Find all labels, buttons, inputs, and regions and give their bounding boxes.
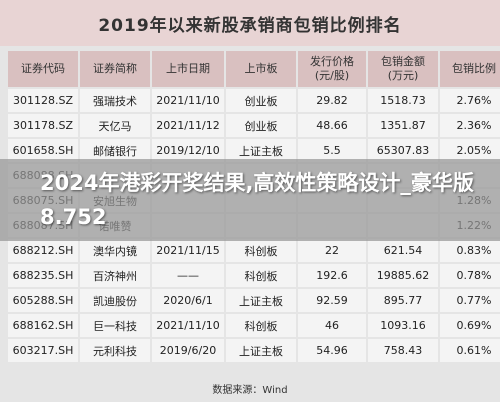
table-row: 301178.SZ 天亿马 2021/11/12 创业板 48.66 1351.87 2.3…	[8, 114, 500, 137]
table-cell: 758.43	[368, 339, 438, 362]
table-cell: 5.5	[298, 139, 366, 162]
column-header: 发行价格 (元/股)	[298, 51, 366, 87]
table-row: 688162.SH 巨一科技 2021/11/10 科创板 46 1093.16 0.69%	[8, 314, 500, 337]
table-cell: 301128.SZ	[8, 89, 78, 112]
table-title-bar: 2019年以来新股承销商包销比例排名	[0, 0, 500, 46]
table-cell: 54.96	[298, 339, 366, 362]
table-cell: 688212.SH	[8, 239, 78, 262]
table-title: 2019年以来新股承销商包销比例排名	[98, 15, 402, 36]
table-row: 603217.SH 元利科技 2019/6/20 上证主板 54.96 758.43 0.6…	[8, 339, 500, 362]
column-header: 包销金额 (万元)	[368, 51, 438, 87]
table-cell: 2021/11/10	[152, 314, 224, 337]
table-cell: 1351.87	[368, 114, 438, 137]
table-cell: 0.83%	[440, 239, 500, 262]
table-cell: 688162.SH	[8, 314, 78, 337]
table-row: 688235.SH 百济神州 —— 科创板 192.6 19885.62 0.78%	[8, 264, 500, 287]
table-row: 605288.SH 凯迪股份 2020/6/1 上证主板 92.59 895.77 0.77…	[8, 289, 500, 312]
table-row: 601658.SH 邮储银行 2019/12/10 上证主板 5.5 65307.83 2.…	[8, 139, 500, 162]
table-cell: 601658.SH	[8, 139, 78, 162]
table-cell: 科创板	[226, 314, 296, 337]
table-cell: 192.6	[298, 264, 366, 287]
table-cell: 巨一科技	[80, 314, 150, 337]
table-cell: 0.78%	[440, 264, 500, 287]
table-cell: 2021/11/15	[152, 239, 224, 262]
table-cell: 邮储银行	[80, 139, 150, 162]
table-cell: 创业板	[226, 89, 296, 112]
table-cell: 百济神州	[80, 264, 150, 287]
table-cell: 605288.SH	[8, 289, 78, 312]
table-cell: 22	[298, 239, 366, 262]
table-cell: 621.54	[368, 239, 438, 262]
table-cell: 元利科技	[80, 339, 150, 362]
overlay-text: 2024年港彩开奖结果,高效性策略设计_豪华版8.752	[40, 171, 474, 229]
table-cell: 1093.16	[368, 314, 438, 337]
column-header: 上市日期	[152, 51, 224, 87]
table-cell: 0.77%	[440, 289, 500, 312]
column-header: 证券简称	[80, 51, 150, 87]
table-cell: 19885.62	[368, 264, 438, 287]
table-cell: 强瑞技术	[80, 89, 150, 112]
table-cell: 2021/11/12	[152, 114, 224, 137]
table-cell: 上证主板	[226, 339, 296, 362]
table-cell: 2021/11/10	[152, 89, 224, 112]
table-row: 301128.SZ 强瑞技术 2021/11/10 创业板 29.82 1518.73 2.…	[8, 89, 500, 112]
table-cell: 2019/6/20	[152, 339, 224, 362]
table-cell: 92.59	[298, 289, 366, 312]
table-cell: 2020/6/1	[152, 289, 224, 312]
table-cell: 上证主板	[226, 139, 296, 162]
table-cell: 2.05%	[440, 139, 500, 162]
table-cell: 天亿马	[80, 114, 150, 137]
table-cell: 2019/12/10	[152, 139, 224, 162]
table-cell: 46	[298, 314, 366, 337]
data-source: 数据来源：Wind	[212, 384, 288, 396]
table-cell: 上证主板	[226, 289, 296, 312]
table-cell: 创业板	[226, 114, 296, 137]
table-cell: 澳华内镜	[80, 239, 150, 262]
table-cell: 科创板	[226, 239, 296, 262]
table-cell: 0.61%	[440, 339, 500, 362]
table-header: 证券代码 证券简称 上市日期 上市板 发行价格 (元/股) 包销金额 (万元) 包销比例	[8, 51, 500, 87]
table-row: 688212.SH 澳华内镜 2021/11/15 科创板 22 621.54 0.83%	[8, 239, 500, 262]
table-cell: 603217.SH	[8, 339, 78, 362]
table-cell: 凯迪股份	[80, 289, 150, 312]
table-cell: 2.76%	[440, 89, 500, 112]
table-cell: 688235.SH	[8, 264, 78, 287]
column-header: 上市板	[226, 51, 296, 87]
column-header: 证券代码	[8, 51, 78, 87]
table-cell: 0.69%	[440, 314, 500, 337]
table-cell: 科创板	[226, 264, 296, 287]
table-cell: 48.66	[298, 114, 366, 137]
table-cell: 301178.SZ	[8, 114, 78, 137]
table-cell: 29.82	[298, 89, 366, 112]
column-header: 包销比例	[440, 51, 500, 87]
table-cell: 2.36%	[440, 114, 500, 137]
table-cell: ——	[152, 264, 224, 287]
overlay-banner	[0, 159, 500, 241]
table-cell: 895.77	[368, 289, 438, 312]
table-cell: 1518.73	[368, 89, 438, 112]
table-cell: 65307.83	[368, 139, 438, 162]
